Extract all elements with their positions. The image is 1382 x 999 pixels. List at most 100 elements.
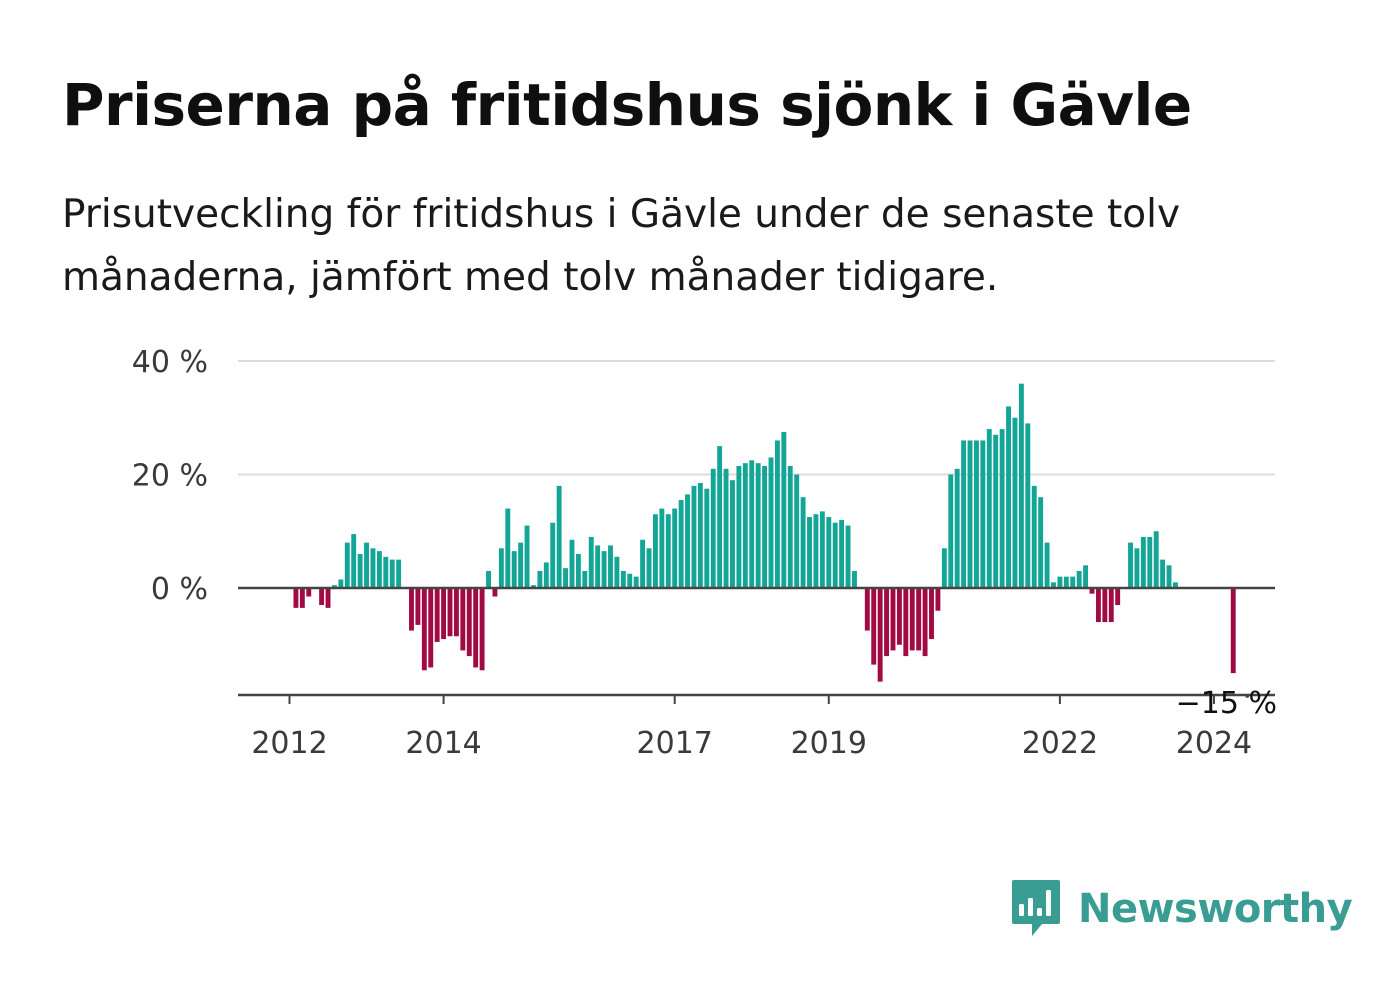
y-tick-label: 40 % — [132, 345, 208, 380]
bar — [640, 539, 646, 588]
bar — [1095, 588, 1101, 623]
bars — [293, 383, 1236, 682]
bar — [537, 570, 543, 588]
bar — [755, 463, 761, 588]
bar — [601, 551, 607, 588]
bar — [1006, 406, 1011, 588]
bar — [1102, 588, 1108, 623]
bar — [396, 559, 402, 589]
bar — [980, 440, 986, 588]
bar — [697, 483, 703, 588]
bar — [652, 514, 658, 588]
gridlines — [238, 360, 1275, 476]
bar — [768, 457, 774, 588]
bar — [633, 576, 639, 588]
bar — [884, 588, 890, 657]
bar — [588, 536, 594, 588]
bar — [999, 429, 1005, 588]
bar — [331, 585, 337, 588]
bar — [710, 468, 716, 588]
bar — [935, 588, 941, 611]
bar — [376, 551, 382, 588]
bar — [486, 570, 491, 588]
axes — [238, 586, 1275, 704]
bar — [344, 542, 350, 588]
bar — [434, 588, 440, 642]
bar — [1031, 485, 1037, 588]
bar — [890, 588, 896, 651]
newsworthy-logo-icon — [1012, 880, 1060, 936]
bar — [1083, 565, 1089, 588]
bar — [717, 446, 723, 589]
bar — [807, 517, 812, 588]
bar — [447, 588, 453, 637]
bar — [1134, 548, 1140, 589]
bar — [518, 542, 524, 588]
brand-name: Newsworthy — [1078, 886, 1353, 932]
bar — [1140, 536, 1146, 588]
bar — [665, 514, 671, 588]
bar — [1147, 536, 1153, 588]
bar — [421, 588, 427, 671]
bar — [524, 525, 530, 588]
bar — [819, 511, 825, 588]
bar — [723, 468, 729, 588]
bar — [1025, 423, 1031, 588]
bar — [1128, 542, 1133, 588]
bar — [550, 522, 556, 588]
bar — [531, 585, 536, 588]
bar — [896, 588, 902, 645]
bar — [364, 542, 369, 588]
bar — [1115, 588, 1121, 606]
bar — [479, 588, 485, 671]
bar — [685, 494, 690, 588]
bar — [1057, 576, 1063, 588]
bar — [357, 553, 363, 588]
bar — [762, 465, 768, 588]
bar — [993, 434, 999, 588]
bar — [730, 480, 735, 589]
bar — [319, 588, 325, 606]
bar — [1108, 588, 1114, 623]
annotation-dot — [1245, 694, 1250, 698]
bar — [672, 508, 678, 588]
x-tick-label: 2019 — [791, 726, 867, 761]
bar — [415, 588, 421, 625]
bar — [961, 440, 967, 588]
bar — [877, 588, 883, 682]
chart-subtitle: Prisutveckling för fritidshus i Gävle un… — [62, 192, 1181, 300]
bar — [383, 556, 389, 588]
bar — [871, 588, 877, 665]
bar — [595, 545, 601, 588]
bar — [1160, 559, 1166, 589]
bar — [787, 465, 793, 588]
bar — [1044, 542, 1050, 588]
bar — [1070, 576, 1076, 588]
bar — [627, 573, 633, 588]
x-tick-label: 2022 — [1022, 726, 1098, 761]
bar — [1153, 531, 1159, 588]
bar — [409, 588, 414, 631]
bar — [1063, 576, 1069, 588]
bar — [492, 588, 498, 597]
bar — [473, 588, 479, 668]
bar — [832, 522, 838, 588]
bar — [852, 570, 857, 588]
bar — [505, 508, 511, 588]
bar — [948, 474, 954, 588]
bar — [569, 539, 575, 588]
bar — [453, 588, 459, 637]
bar — [563, 568, 569, 588]
bar-chart: 40 % 20 % 0 % 2012 2014 2017 2019 2022 2024 −15 % — [132, 345, 1277, 761]
x-tick-label: 2024 — [1176, 726, 1252, 761]
bar — [1089, 588, 1095, 594]
bar — [1012, 417, 1018, 588]
bar — [691, 485, 697, 588]
bar — [704, 488, 710, 588]
bar — [338, 579, 344, 588]
bar — [916, 588, 922, 651]
bar — [1076, 570, 1082, 588]
bar — [781, 431, 787, 588]
bar — [742, 463, 748, 588]
labels: 40 % 20 % 0 % 2012 2014 2017 2019 2022 2024 −15 % — [132, 345, 1277, 761]
